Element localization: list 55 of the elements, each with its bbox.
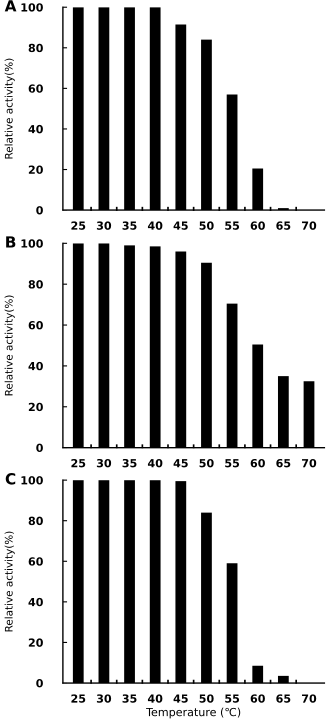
y-tick-label: 20 xyxy=(28,166,43,174)
x-tick-label: 50 xyxy=(200,221,214,230)
x-tick-label: 30 xyxy=(96,694,112,703)
y-tick-label: 40 xyxy=(28,598,43,606)
chart-title: C xyxy=(6,473,16,485)
y-axis-title: Relative activity(%) xyxy=(4,296,15,396)
x-tick-label: 25 xyxy=(71,221,86,230)
y-tick-label: 40 xyxy=(28,124,43,134)
x-tick-label: 35 xyxy=(122,458,136,468)
x-tick-label: 40 xyxy=(148,694,162,703)
x-tick-label: 40 xyxy=(148,221,162,230)
x-tick-label: 55 xyxy=(225,222,240,230)
x-tick-label: 45 xyxy=(174,459,188,468)
y-axis-title: Relative activity(%) xyxy=(4,532,15,632)
y-tick-label: 40 xyxy=(28,362,43,370)
chart-title: B xyxy=(6,236,16,248)
y-tick-label: 60 xyxy=(28,557,43,566)
x-tick-label: 45 xyxy=(174,694,188,703)
y-tick-label: 60 xyxy=(28,321,43,330)
chart-title: A xyxy=(4,0,16,12)
y-tick-label: 80 xyxy=(28,44,43,52)
y-tick-label: 20 xyxy=(28,638,43,647)
x-axis-title: Temperature (℃) xyxy=(146,708,240,718)
x-tick-label: 30 xyxy=(96,458,112,468)
x-tick-label: 25 xyxy=(71,694,86,703)
x-tick-label: 65 xyxy=(276,694,290,703)
x-tick-label: 55 xyxy=(225,459,240,468)
y-tick-label: 100 xyxy=(22,476,43,485)
y-tick-label: 60 xyxy=(28,84,43,93)
x-tick-label: 50 xyxy=(200,694,214,703)
x-tick-label: 55 xyxy=(225,694,240,703)
x-tick-label: 60 xyxy=(250,458,265,468)
y-tick-label: 0 xyxy=(36,678,43,688)
x-tick-label: 60 xyxy=(250,221,265,230)
x-tick-label: 50 xyxy=(200,458,214,468)
x-tick-label: 30 xyxy=(96,221,112,230)
y-tick-label: 80 xyxy=(28,280,43,289)
x-tick-label: 35 xyxy=(122,221,136,230)
x-tick-label: 70 xyxy=(302,221,316,230)
x-tick-label: 45 xyxy=(174,222,188,230)
x-tick-label: 40 xyxy=(148,458,162,468)
y-tick-label: 0 xyxy=(36,444,43,452)
y-tick-label: 0 xyxy=(36,206,43,214)
y-tick-label: 20 xyxy=(28,402,43,412)
y-tick-label: 100 xyxy=(22,239,43,248)
x-tick-label: 35 xyxy=(122,694,136,703)
x-tick-label: 25 xyxy=(71,458,86,468)
y-tick-label: 100 xyxy=(22,3,43,12)
x-tick-label: 65 xyxy=(276,221,290,230)
y-axis-title: Relative activity(%) xyxy=(4,58,15,159)
x-tick-label: 60 xyxy=(250,694,265,703)
x-tick-label: 70 xyxy=(302,458,316,468)
x-tick-label: 70 xyxy=(302,694,316,703)
x-tick-label: 65 xyxy=(276,458,290,468)
y-tick-label: 80 xyxy=(28,516,43,526)
